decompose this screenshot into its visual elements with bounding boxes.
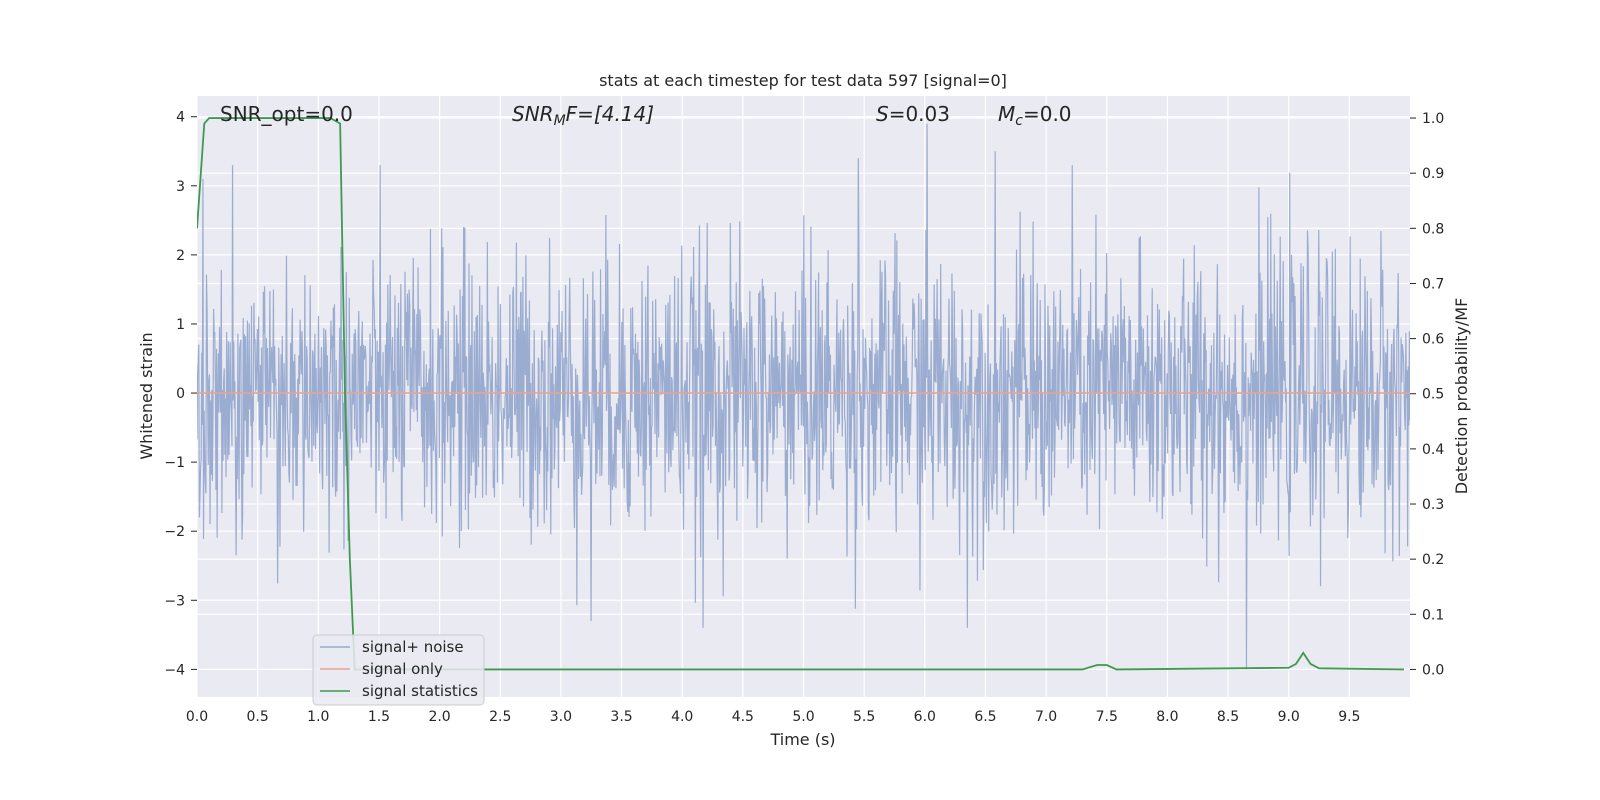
y-tick-label: −1 xyxy=(164,455,185,471)
y-right-tick-label: 0.4 xyxy=(1422,442,1444,458)
x-tick-label: 1.0 xyxy=(307,709,329,725)
x-tick-label: 3.5 xyxy=(610,709,632,725)
y-right-tick-label: 0.1 xyxy=(1422,607,1444,623)
x-tick-label: 5.0 xyxy=(792,709,814,725)
annotation-snr-mf-prefix: SNR xyxy=(512,102,554,126)
legend-label-signal-statistics: signal statistics xyxy=(362,682,478,700)
y-right-tick-label: 0.2 xyxy=(1422,552,1444,568)
y-tick-label: 1 xyxy=(176,317,185,333)
y-tick-label: 0 xyxy=(176,386,185,402)
x-tick-label: 9.0 xyxy=(1278,709,1300,725)
annotation-snr-mf-suffix-f: F=[4.14] xyxy=(566,102,654,126)
y-right-tick-label: 0.7 xyxy=(1422,276,1444,292)
x-tick-label: 2.5 xyxy=(489,709,511,725)
x-tick-label: 6.0 xyxy=(914,709,936,725)
annotation-mc-val: =0.0 xyxy=(1023,102,1072,126)
x-tick-label: 4.5 xyxy=(732,709,754,725)
annotation-mc-var: M xyxy=(998,102,1015,126)
annotation-s: S=0.03 xyxy=(876,102,950,126)
annotation-snr-opt: SNR_opt=0.0 xyxy=(220,102,353,126)
legend-box xyxy=(312,634,485,706)
chart-title: stats at each timestep for test data 597… xyxy=(599,71,1007,90)
y-tick-label: 2 xyxy=(176,248,185,264)
annotation-mc: Mc=0.0 xyxy=(998,102,1072,129)
y-tick-label: 3 xyxy=(176,179,185,195)
legend-label-signal-noise: signal+ noise xyxy=(362,638,464,656)
y-right-tick-label: 0.9 xyxy=(1422,166,1444,182)
series-signal-noise-line xyxy=(197,123,1410,670)
legend-label-signal-only: signal only xyxy=(362,660,443,678)
y-right-tick-label: 0.0 xyxy=(1422,662,1444,678)
x-tick-label: 5.5 xyxy=(853,709,875,725)
legend: signal+ noise signal only signal statist… xyxy=(312,634,485,706)
x-axis-label: Time (s) xyxy=(769,730,835,749)
y-right-tick-label: 1.0 xyxy=(1422,111,1444,127)
annotation-snr-mf: SNRMF=[4.14] xyxy=(512,102,654,129)
x-tick-label: 0.5 xyxy=(247,709,269,725)
y-tick-label: −3 xyxy=(164,593,185,609)
y-tick-label: −2 xyxy=(164,524,185,540)
x-tick-label: 8.5 xyxy=(1217,709,1239,725)
x-tick-label: 0.0 xyxy=(186,709,208,725)
x-tick-label: 6.5 xyxy=(974,709,996,725)
y-tick-label: 4 xyxy=(176,110,185,126)
tick-labels: 0.0 0.5 1.0 1.5 2.0 2.5 3.0 3.5 4.0 4.5 5.0 5.5 6.0 6… xyxy=(164,110,1444,725)
y-axis-right-label: Detection probability/MF xyxy=(1452,298,1471,495)
y-tick-label: −4 xyxy=(164,662,185,678)
annotation-snr-mf-sub: M xyxy=(554,113,566,129)
y-right-tick-label: 0.3 xyxy=(1422,497,1444,513)
x-tick-label: 8.0 xyxy=(1156,709,1178,725)
y-right-tick-label: 0.5 xyxy=(1422,387,1444,403)
x-tick-label: 7.5 xyxy=(1096,709,1118,725)
annotation-s-var: S xyxy=(876,102,889,126)
x-tick-label: 1.5 xyxy=(368,709,390,725)
annotation-s-val: =0.03 xyxy=(889,102,950,126)
y-axis-label: Whitened strain xyxy=(137,332,156,459)
x-tick-label: 7.0 xyxy=(1035,709,1057,725)
x-tick-label: 2.0 xyxy=(428,709,450,725)
x-tick-label: 9.5 xyxy=(1338,709,1360,725)
x-tick-label: 3.0 xyxy=(550,709,572,725)
x-tick-label: 4.0 xyxy=(671,709,693,725)
y-right-tick-label: 0.6 xyxy=(1422,332,1444,348)
y-right-tick-label: 0.8 xyxy=(1422,221,1444,237)
annotation-mc-sub: c xyxy=(1015,113,1023,129)
